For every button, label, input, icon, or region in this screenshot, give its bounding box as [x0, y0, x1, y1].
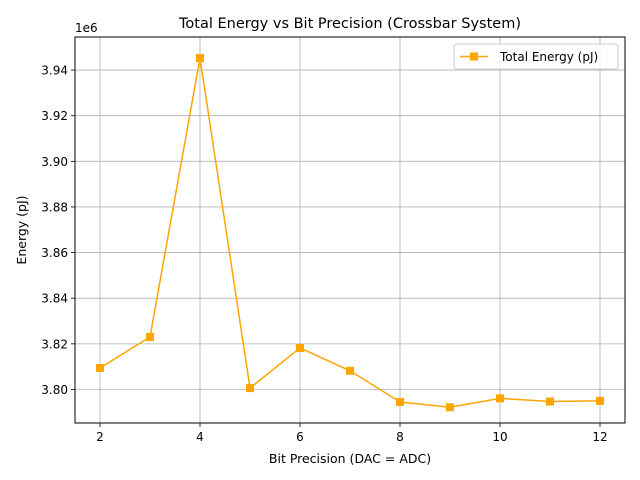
x-tick-label: 10: [492, 430, 507, 444]
y-offset-label: 1e6: [75, 21, 98, 35]
data-point-marker: [146, 332, 154, 341]
gridlines: [75, 37, 625, 423]
data-point-marker: [396, 398, 404, 407]
x-tick-label: 2: [96, 430, 104, 444]
data-point-marker: [596, 396, 604, 405]
y-axis-ticks: 3.80 3.82 3.84 3.86 3.88 3.90 3.92 3.94: [41, 64, 75, 397]
plot-frame: [74, 36, 626, 424]
y-tick-label: 3.84: [41, 292, 68, 306]
y-tick-label: 3.92: [41, 109, 68, 123]
x-tick-label: 8: [396, 430, 404, 444]
data-point-marker: [296, 343, 304, 352]
chart-title: Total Energy vs Bit Precision (Crossbar …: [178, 16, 521, 32]
data-point-marker: [346, 366, 354, 375]
data-point-marker: [446, 403, 454, 412]
x-tick-label: 12: [592, 430, 607, 444]
x-axis-ticks: 2 4 6 8 10 12: [96, 423, 608, 444]
y-tick-label: 3.88: [41, 200, 68, 214]
x-tick-label: 6: [296, 430, 304, 444]
y-tick-label: 3.90: [41, 155, 68, 169]
y-tick-label: 3.86: [41, 246, 68, 260]
legend-marker-swatch: [470, 52, 478, 61]
y-tick-label: 3.80: [41, 383, 68, 397]
legend: Total Energy (pJ): [453, 43, 619, 70]
y-axis-label: Energy (pJ): [14, 195, 29, 264]
series-layer: [96, 53, 604, 412]
x-tick-label: 4: [196, 430, 204, 444]
data-point-marker: [196, 53, 204, 62]
legend-label: Total Energy (pJ): [499, 50, 598, 64]
legend-box: [453, 43, 619, 70]
x-axis-label: Bit Precision (DAC = ADC): [269, 451, 431, 466]
y-tick-label: 3.94: [41, 64, 68, 78]
data-point-marker: [96, 364, 104, 373]
data-point-marker: [246, 384, 254, 393]
data-point-marker: [546, 397, 554, 406]
data-point-marker: [496, 394, 504, 403]
y-tick-label: 3.82: [41, 337, 68, 351]
